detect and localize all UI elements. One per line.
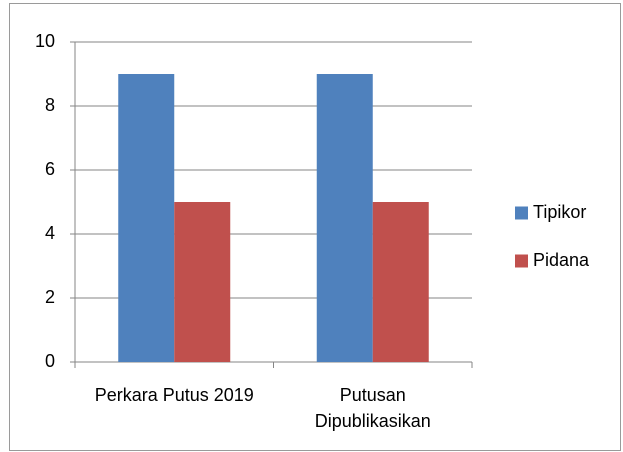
- legend-label: Tipikor: [533, 202, 586, 222]
- y-tick-label: 10: [35, 31, 55, 51]
- y-tick-label: 2: [45, 287, 55, 307]
- x-tick-label: Putusan Dipublikasikan: [314, 385, 431, 431]
- legend-swatch: [515, 254, 528, 268]
- y-tick-label: 6: [45, 159, 55, 179]
- x-tick-label: Perkara Putus 2019: [94, 385, 254, 405]
- y-tick-label: 0: [45, 351, 55, 371]
- bar: [118, 74, 175, 362]
- y-tick-label: 4: [45, 223, 55, 243]
- legend-label: Pidana: [533, 250, 590, 270]
- bar: [174, 202, 231, 362]
- bar: [372, 202, 429, 362]
- y-tick-label: 8: [45, 95, 55, 115]
- bar: [316, 74, 373, 362]
- legend-swatch: [515, 206, 528, 220]
- chart-frame: [9, 3, 621, 451]
